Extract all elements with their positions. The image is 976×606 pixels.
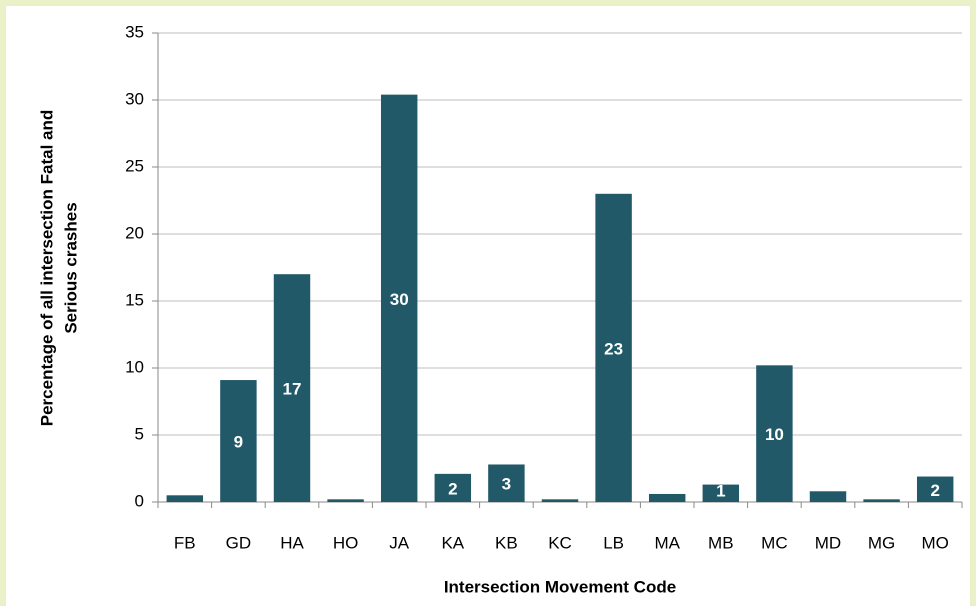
bar <box>863 499 900 502</box>
data-label: 10 <box>765 425 784 444</box>
x-tick-label: GD <box>226 533 252 552</box>
y-axis-title-line: Percentage of all intersection Fatal and <box>37 110 56 426</box>
x-tick-label: MB <box>708 533 734 552</box>
x-tick-label: JA <box>389 533 410 552</box>
panel <box>6 6 970 606</box>
y-tick-label: 15 <box>125 290 144 309</box>
x-tick-label: MO <box>922 533 949 552</box>
bar <box>327 499 364 502</box>
bar <box>541 499 579 502</box>
x-tick-label: KA <box>441 533 464 552</box>
data-label: 9 <box>234 433 243 452</box>
y-axis-title: Percentage of all intersection Fatal and… <box>37 110 80 426</box>
y-tick-label: 0 <box>135 491 144 510</box>
x-tick-label: MG <box>868 533 895 552</box>
y-tick-label: 30 <box>125 89 144 108</box>
y-tick-label: 25 <box>125 156 144 175</box>
y-tick-label: 20 <box>125 223 144 242</box>
x-tick-label: FB <box>174 533 196 552</box>
x-tick-label: LB <box>603 533 624 552</box>
bar <box>756 365 793 502</box>
x-tick-label: KB <box>495 533 518 552</box>
x-tick-label: HA <box>280 533 304 552</box>
y-tick-label: 35 <box>125 22 144 41</box>
y-axis-title-line: Serious crashes <box>61 202 80 333</box>
x-axis-title: Intersection Movement Code <box>444 577 676 596</box>
bar <box>166 495 204 502</box>
data-label: 17 <box>283 380 302 399</box>
data-label: 23 <box>604 339 623 358</box>
x-tick-label: KC <box>548 533 572 552</box>
bar <box>809 491 847 502</box>
bar <box>488 464 525 502</box>
x-tick-label: HO <box>333 533 359 552</box>
bar <box>648 493 686 502</box>
y-tick-label: 5 <box>135 424 144 443</box>
data-label: 30 <box>390 290 409 309</box>
data-label: 3 <box>502 475 511 494</box>
bar <box>434 473 472 502</box>
x-tick-label: MA <box>654 533 680 552</box>
bar <box>220 380 257 502</box>
data-label: 2 <box>930 481 939 500</box>
bar <box>273 274 311 502</box>
x-tick-label: MD <box>815 533 841 552</box>
x-tick-label: MC <box>761 533 787 552</box>
y-tick-label: 10 <box>125 357 144 376</box>
bar <box>916 476 954 502</box>
data-label: 1 <box>716 481 725 500</box>
data-label: 2 <box>448 479 457 498</box>
bar <box>702 484 740 502</box>
bar <box>595 193 632 503</box>
bar <box>380 94 418 502</box>
